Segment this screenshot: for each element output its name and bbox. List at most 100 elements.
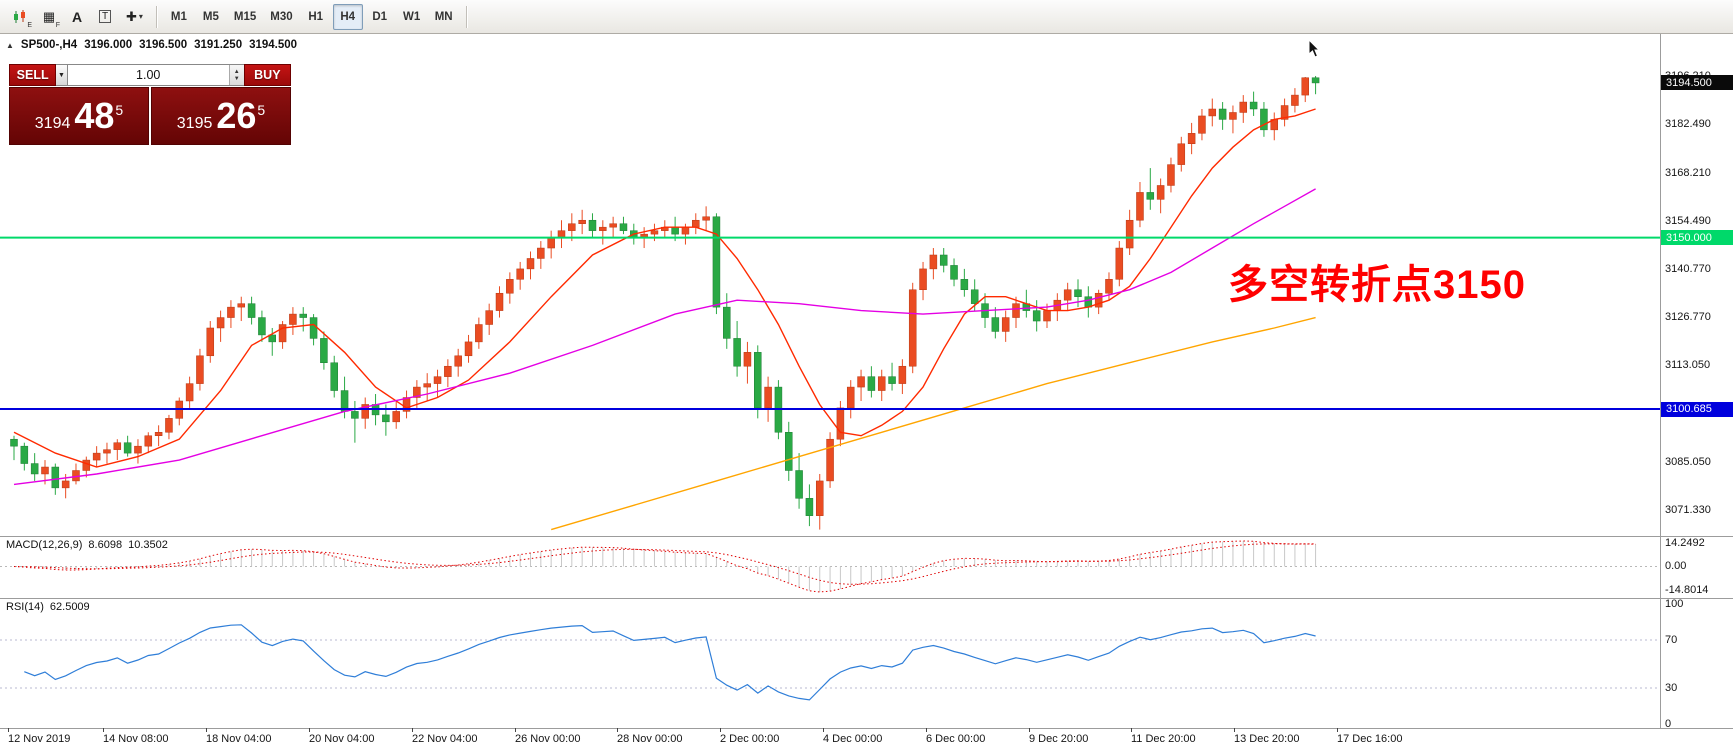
timeframe-m5-button[interactable]: M5 — [196, 4, 226, 30]
volume-dropdown-button[interactable]: ▼ — [56, 64, 68, 86]
candle-up — [134, 445, 142, 454]
ma-medium-line — [13, 188, 1316, 486]
buy-button[interactable]: BUY — [243, 64, 291, 86]
time-axis-label: 18 Nov 04:00 — [206, 733, 272, 745]
crosshair-button[interactable]: ✚ ▾ — [120, 4, 149, 30]
candle-down — [671, 226, 679, 235]
candle-up — [929, 254, 938, 270]
candle-up — [846, 386, 855, 409]
indicator-list-button[interactable]: ▦ F — [36, 4, 62, 30]
candle-up — [547, 237, 555, 249]
candle-up — [516, 268, 524, 280]
spin-up-icon[interactable]: ▲ — [233, 68, 240, 75]
candle-down — [991, 317, 1000, 332]
candle-up — [165, 418, 173, 433]
candle-down — [1146, 192, 1155, 200]
candle-up — [815, 480, 824, 516]
text-label-icon: A — [71, 8, 83, 25]
text-box-button[interactable]: T — [92, 4, 118, 30]
candle-down — [30, 463, 39, 475]
timeframe-d1-button[interactable]: D1 — [365, 4, 395, 30]
candle-down — [10, 438, 18, 447]
one-click-trading-panel: SELL ▼ ▲ ▼ BUY 3194 48 5 3195 26 — [9, 64, 291, 145]
rsi-value: 62.5009 — [49, 601, 90, 613]
mouse-cursor-icon — [1308, 40, 1321, 58]
chart-annotation-text: 多空转折点3150 — [1228, 263, 1526, 307]
macd-axis-min: -14.8014 — [1665, 584, 1709, 596]
candle-down — [867, 376, 876, 391]
timeframe-m1-button[interactable]: M1 — [164, 4, 194, 30]
ask-price-display[interactable]: 3195 26 5 — [151, 87, 291, 145]
candle-up — [1187, 133, 1196, 145]
rsi-label: RSI(14) 62.5009 — [6, 601, 90, 613]
candle-up — [702, 216, 710, 221]
candlestick-chart-icon — [14, 9, 25, 23]
text-box-icon: T — [98, 10, 112, 23]
candle-down — [309, 317, 318, 339]
candle-up — [908, 289, 917, 367]
candle-up — [1229, 112, 1237, 120]
candle-up — [278, 324, 287, 343]
candle-up — [206, 327, 215, 357]
candle-up — [185, 383, 194, 402]
candle-up — [433, 376, 442, 384]
candle-down — [382, 414, 390, 423]
candle-up — [92, 452, 101, 461]
candle-up — [857, 376, 865, 388]
timeframe-w1-button[interactable]: W1 — [397, 4, 427, 30]
candle-down — [970, 289, 979, 304]
candle-up — [423, 383, 431, 388]
candle-up — [568, 223, 576, 231]
timeframe-mn-button[interactable]: MN — [429, 4, 459, 30]
time-axis-label: 6 Dec 00:00 — [926, 733, 986, 745]
time-axis-label: 13 Dec 20:00 — [1234, 733, 1300, 745]
bid-price-display[interactable]: 3194 48 5 — [9, 87, 149, 145]
candle-up — [537, 247, 545, 259]
candle-up — [743, 352, 752, 367]
price-tick-label: 3140.770 — [1665, 262, 1711, 275]
timeframe-h1-button[interactable]: H1 — [301, 4, 331, 30]
candle-up — [1094, 292, 1103, 308]
candle-down — [1032, 310, 1041, 322]
symbol-timeframe: SP500-,H4 — [20, 39, 78, 51]
text-label-button[interactable]: A — [64, 4, 90, 30]
candle-up — [464, 341, 473, 357]
timeframe-h4-button[interactable]: H4 — [332, 3, 363, 30]
low-value: 3191.250 — [194, 39, 243, 51]
candle-down — [1074, 289, 1082, 297]
toolbar-separator — [155, 5, 157, 28]
chevron-down-icon: ▾ — [138, 12, 143, 21]
macd-value-signal: 10.3502 — [128, 539, 168, 551]
level-price-label: 3100.685 — [1661, 401, 1733, 417]
sell-button[interactable]: SELL — [9, 64, 57, 86]
candle-up — [877, 376, 886, 391]
candle-down — [268, 334, 276, 343]
high-value: 3196.500 — [139, 39, 188, 51]
candle-down — [712, 216, 721, 308]
candle-up — [144, 435, 153, 447]
candle-down — [785, 432, 793, 471]
candle-up — [557, 230, 566, 238]
candle-up — [289, 313, 297, 325]
candle-down — [247, 303, 256, 318]
timeframe-m15-button[interactable]: M15 — [228, 4, 262, 30]
spin-down-icon[interactable]: ▼ — [233, 75, 240, 82]
rsi-axis-label: 100 — [1665, 598, 1684, 610]
bid-price-main: 3194 — [34, 115, 71, 132]
rsi-axis-label: 30 — [1665, 682, 1678, 694]
candle-up — [454, 355, 462, 367]
candle-up — [1012, 303, 1020, 318]
timeframe-m30-button[interactable]: M30 — [264, 4, 298, 30]
bid-price-point: 5 — [115, 102, 124, 118]
candle-up — [764, 386, 772, 409]
candlestick-chart-button[interactable]: E — [6, 4, 34, 30]
time-axis-label: 2 Dec 00:00 — [720, 733, 780, 745]
trade-panel-price-row: 3194 48 5 3195 26 5 — [9, 87, 291, 145]
ma-fast-line — [13, 108, 1316, 468]
macd-axis-zero: 0.00 — [1665, 560, 1687, 573]
candle-up — [237, 303, 246, 308]
price-tick-label: 3168.210 — [1665, 167, 1711, 180]
volume-spinner[interactable]: ▲ ▼ — [228, 65, 244, 85]
volume-input[interactable] — [67, 65, 229, 85]
